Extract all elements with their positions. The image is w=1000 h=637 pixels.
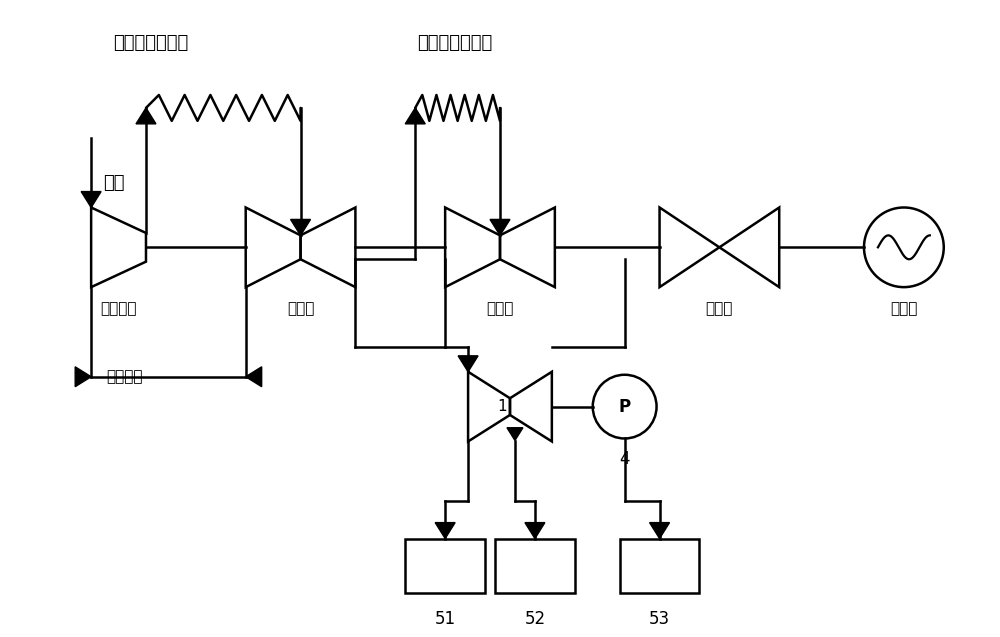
Polygon shape <box>490 219 510 235</box>
Text: 锅炉一级再热器: 锅炉一级再热器 <box>113 34 189 52</box>
Polygon shape <box>81 192 101 208</box>
Text: 52: 52 <box>524 610 545 628</box>
Polygon shape <box>525 522 545 538</box>
Polygon shape <box>458 356 478 372</box>
Text: 发电机: 发电机 <box>890 301 918 317</box>
FancyBboxPatch shape <box>620 538 699 593</box>
Polygon shape <box>405 108 425 124</box>
Polygon shape <box>435 522 455 538</box>
FancyBboxPatch shape <box>495 538 575 593</box>
Polygon shape <box>136 108 156 124</box>
Text: 4: 4 <box>619 450 630 468</box>
Polygon shape <box>75 367 91 387</box>
Text: 锅炉: 锅炉 <box>103 174 125 192</box>
Text: 1: 1 <box>497 399 507 414</box>
Text: 中压缸: 中压缸 <box>486 301 514 317</box>
Polygon shape <box>507 427 523 440</box>
Text: 超高压缸: 超高压缸 <box>100 301 137 317</box>
Polygon shape <box>246 367 262 387</box>
Text: 51: 51 <box>435 610 456 628</box>
Text: 53: 53 <box>649 610 670 628</box>
Text: 高压缸: 高压缸 <box>287 301 314 317</box>
Text: 低压缸: 低压缸 <box>706 301 733 317</box>
Polygon shape <box>650 522 670 538</box>
Polygon shape <box>291 219 311 235</box>
Text: P: P <box>619 397 631 415</box>
Text: 回热系统: 回热系统 <box>106 369 143 384</box>
FancyBboxPatch shape <box>405 538 485 593</box>
Text: 锅炉二级再热器: 锅炉二级再热器 <box>418 34 493 52</box>
